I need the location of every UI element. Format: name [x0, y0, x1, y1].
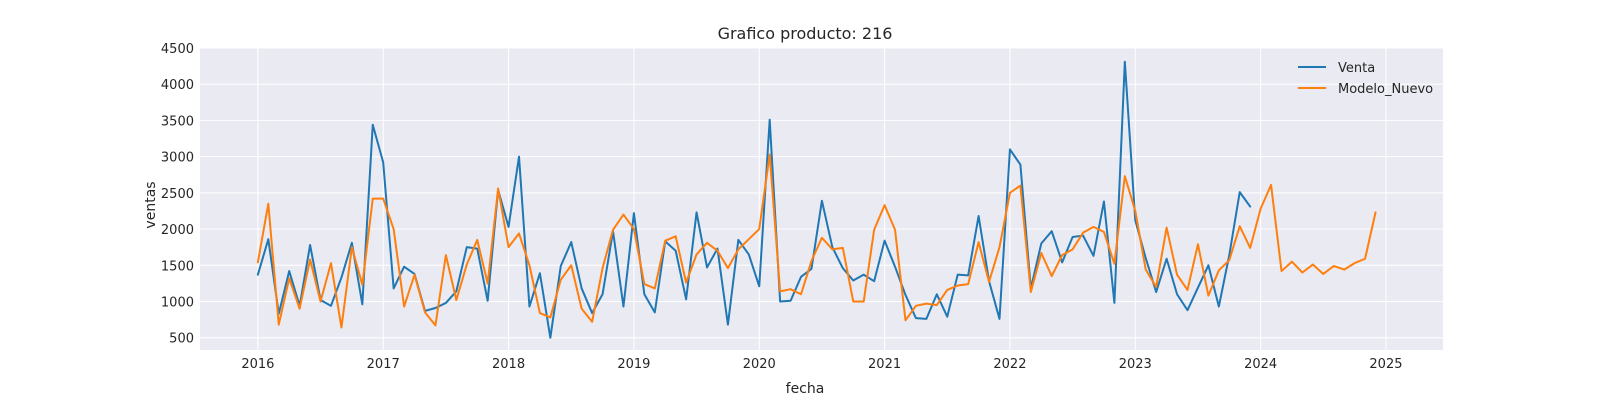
y-tick-label: 2500: [161, 187, 194, 202]
y-tick-label: 500: [169, 332, 194, 347]
series-layer: [256, 60, 1377, 339]
y-tick-label: 3000: [161, 151, 194, 166]
x-axis-label: fecha: [786, 381, 825, 397]
y-tick-labels: 500 1000 1500 2000 2500 3000 3500 4000 4500: [161, 42, 194, 347]
x-tick-label: 2022: [993, 357, 1026, 372]
legend: Venta Modelo_Nuevo: [1298, 61, 1433, 97]
chart-title: Grafico producto: 216: [718, 24, 893, 43]
y-tick-label: 2000: [161, 223, 194, 238]
series-line-modelo-nuevo: [256, 153, 1377, 329]
y-axis-label: ventas: [143, 181, 159, 228]
x-tick-label: 2017: [367, 357, 400, 372]
legend-label: Venta: [1338, 61, 1375, 76]
y-tick-label: 4000: [161, 78, 194, 93]
legend-label: Modelo_Nuevo: [1338, 82, 1433, 97]
y-tick-label: 3500: [161, 114, 194, 129]
x-tick-labels: 2016 2017 2018 2019 2020 2021 2022 2023 2024 2025: [241, 357, 1402, 372]
x-tick-label: 2023: [1119, 357, 1152, 372]
y-tick-label: 1000: [161, 295, 194, 310]
x-tick-label: 2020: [743, 357, 776, 372]
x-tick-label: 2019: [617, 357, 650, 372]
x-tick-label: 2024: [1244, 357, 1277, 372]
y-tick-label: 1500: [161, 259, 194, 274]
x-tick-label: 2025: [1369, 357, 1402, 372]
y-tick-label: 4500: [161, 42, 194, 57]
x-tick-label: 2018: [492, 357, 525, 372]
x-tick-label: 2016: [241, 357, 274, 372]
x-tick-label: 2021: [868, 357, 901, 372]
y-gridlines: [200, 47, 1443, 339]
